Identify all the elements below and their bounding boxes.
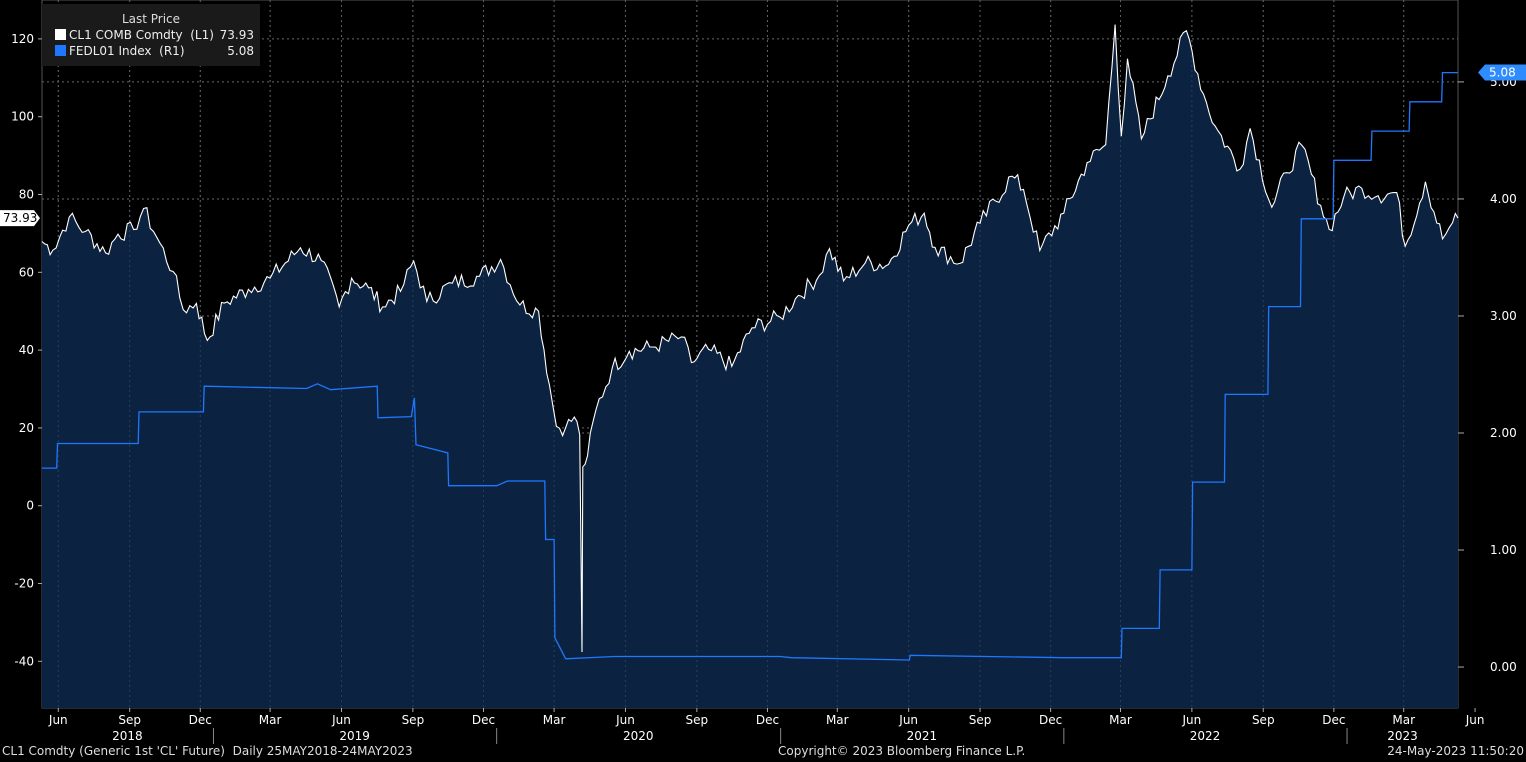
- x-axis-month-label: Jun: [898, 713, 918, 727]
- axes: -40 -20 0 20 40 60 80 100 120 0.00 1.00 2.00 3.00 4.0…: [0, 32, 1526, 744]
- legend-swatch-oil: [55, 29, 66, 40]
- x-axis-month-label: Mar: [1109, 713, 1132, 727]
- right-axis-tick-label: 4.00: [1490, 192, 1517, 206]
- left-axis-tick-label: 60: [19, 265, 34, 279]
- x-axis-month-label: Mar: [259, 713, 282, 727]
- x-axis-month-label: Jun: [615, 713, 635, 727]
- x-axis-year-label: 2019: [339, 729, 370, 743]
- legend: Last Price CL1 COMB Comdty (L1) 73.93 FE…: [42, 4, 260, 66]
- x-axis-month-label: Jun: [48, 713, 68, 727]
- x-axis-month-label: Dec: [756, 713, 779, 727]
- x-axis-month-label: Sep: [969, 713, 992, 727]
- legend-name-fed: FEDL01 Index (R1): [69, 44, 185, 58]
- oil-price-line: [41, 24, 1459, 653]
- right-axis-tick-label: 3.00: [1490, 309, 1517, 323]
- x-axis-year-label: 2021: [907, 729, 938, 743]
- footer-source: CL1 Comdty (Generic 1st 'CL' Future) Dai…: [2, 744, 413, 758]
- x-axis-month-label: Mar: [1392, 713, 1415, 727]
- fed-last-value-label: 5.08: [1489, 66, 1516, 80]
- legend-name-oil: CL1 COMB Comdty (L1): [69, 28, 214, 42]
- fed-funds-line: [42, 71, 1458, 661]
- x-axis-month-label: Sep: [402, 713, 425, 727]
- left-axis-tick-label: 40: [19, 343, 34, 357]
- legend-item-fed: FEDL01 Index (R1) 5.08: [42, 43, 260, 59]
- x-axis-year-label: 2020: [623, 729, 654, 743]
- x-axis-month-label: Mar: [826, 713, 849, 727]
- left-axis-tick-label: -40: [14, 654, 34, 668]
- legend-swatch-fed: [55, 45, 66, 56]
- x-axis-month-label: Jun: [331, 713, 351, 727]
- left-axis-tick-label: 120: [11, 32, 34, 46]
- oil-last-value-label: 73.93: [3, 211, 37, 225]
- x-axis-month-label: Mar: [543, 713, 566, 727]
- right-axis-tick-label: 2.00: [1490, 426, 1517, 440]
- legend-value-oil: 73.93: [219, 28, 254, 42]
- left-axis-tick-label: -20: [14, 577, 34, 591]
- oil-area-fill: [42, 24, 1458, 708]
- x-axis-year-label: 2023: [1387, 729, 1418, 743]
- x-axis-month-label: Sep: [686, 713, 709, 727]
- legend-value-fed: 5.08: [227, 44, 254, 58]
- x-axis-month-label: Jun: [1465, 713, 1485, 727]
- left-axis-tick-label: 20: [19, 421, 34, 435]
- x-axis-month-label: Sep: [1252, 713, 1275, 727]
- x-axis-month-label: Jun: [1181, 713, 1201, 727]
- x-axis-month-label: Dec: [472, 713, 495, 727]
- fed-last-value-tag: [1478, 64, 1526, 81]
- plot-area: [41, 0, 1459, 708]
- footer-copyright: Copyright© 2023 Bloomberg Finance L.P.: [778, 744, 1026, 758]
- x-axis-month-label: Dec: [189, 713, 212, 727]
- x-axis-month-label: Dec: [1039, 713, 1062, 727]
- x-axis-year-label: 2018: [112, 729, 143, 743]
- legend-header: Last Price: [121, 12, 181, 26]
- left-axis-tick-label: 0: [26, 499, 34, 513]
- x-axis-year-label: 2022: [1190, 729, 1221, 743]
- x-axis-month-label: Sep: [118, 713, 141, 727]
- right-axis-tick-label: 0.00: [1490, 660, 1517, 674]
- oil-last-value-tag: [0, 210, 40, 227]
- legend-item-oil: CL1 COMB Comdty (L1) 73.93: [42, 27, 260, 43]
- right-axis-tick-label: 1.00: [1490, 543, 1517, 557]
- left-axis-tick-label: 100: [11, 110, 34, 124]
- footer-timestamp: 24-May-2023 11:50:20: [1387, 744, 1524, 758]
- x-axis-month-label: Dec: [1322, 713, 1345, 727]
- left-axis-tick-label: 80: [19, 188, 34, 202]
